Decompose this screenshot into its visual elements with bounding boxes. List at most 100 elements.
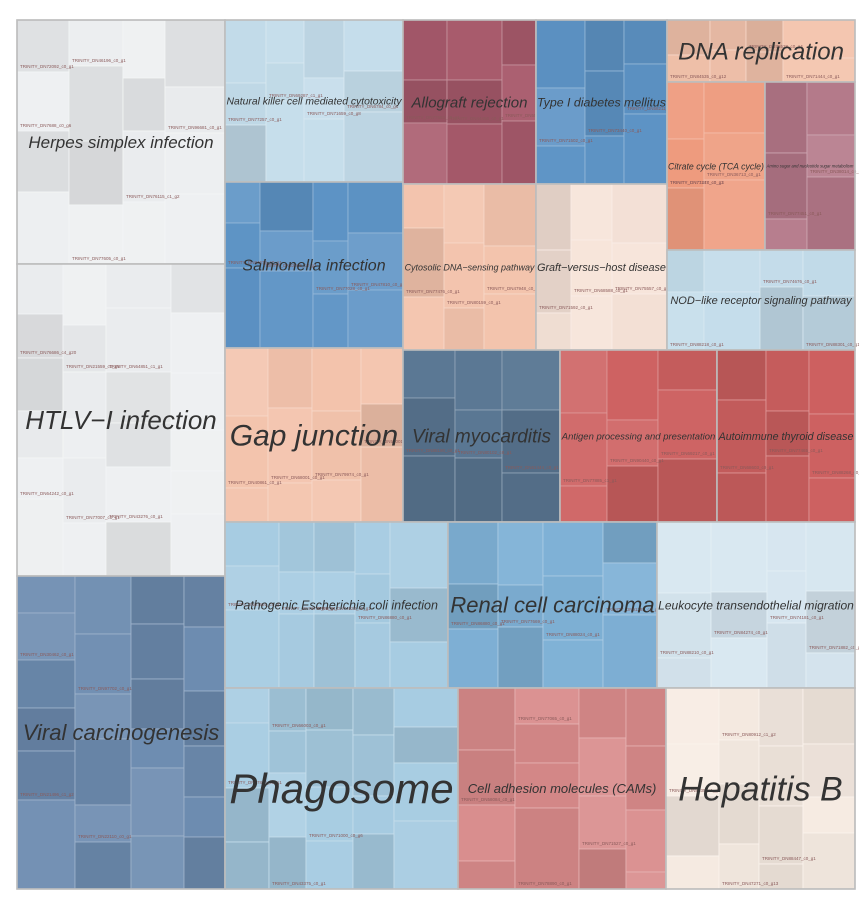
subtile bbox=[393, 820, 459, 890]
subtile-label: TRINITY_DN8635_c1_g1 bbox=[669, 788, 721, 793]
subtile bbox=[105, 263, 172, 309]
subtile bbox=[183, 575, 226, 628]
subtile bbox=[716, 472, 767, 523]
subtile bbox=[259, 230, 314, 272]
subtile bbox=[224, 487, 269, 523]
subtile bbox=[535, 145, 586, 185]
subtile-label: TRINITY_DN77605_c0_g1 bbox=[72, 256, 126, 261]
subtile bbox=[602, 521, 658, 564]
subtile-label: TRINITY_DN69217_c0_g1 bbox=[661, 451, 715, 456]
subtile-label: TRINITY_DN77476_c0_g1 bbox=[406, 289, 460, 294]
subtile-label: TRINITY_DN76115_c1_g2 bbox=[126, 194, 180, 199]
subtile bbox=[443, 183, 485, 244]
subtile bbox=[716, 349, 767, 401]
subtile bbox=[666, 19, 711, 56]
subtile-label: TRINITY_DN77277_c0_g3 bbox=[670, 180, 724, 185]
subtile bbox=[74, 738, 132, 806]
tile-label: Type I diabetes mellitus bbox=[537, 95, 666, 109]
subtile bbox=[710, 521, 768, 593]
subtile bbox=[656, 521, 712, 594]
subtile bbox=[457, 749, 516, 806]
subtile bbox=[312, 181, 349, 242]
subtile bbox=[759, 286, 804, 351]
subtile bbox=[183, 796, 226, 838]
subtile bbox=[501, 19, 537, 66]
subtile-label: TRINITY_DN58084_c0_g1 bbox=[461, 797, 515, 802]
subtile-label: TRINITY_DN58211_c0_g1 bbox=[627, 106, 681, 111]
subtile-label: TRINITY_DN74028_c0_g1 bbox=[317, 606, 371, 611]
subtile bbox=[62, 522, 107, 577]
subtile bbox=[578, 737, 627, 797]
subtile bbox=[805, 521, 856, 592]
subtile-label: TRINITY_DN77257_c0_g1 bbox=[228, 117, 282, 122]
subtile bbox=[710, 637, 768, 689]
subtile bbox=[224, 19, 267, 84]
tile-label: HTLV−I infection bbox=[25, 405, 217, 435]
tile-renal-cell-carcinoma: TRINITY_DN86880_c0_g1TRINITY_DN77669_c0_… bbox=[447, 521, 660, 689]
subtile bbox=[402, 122, 448, 185]
subtile bbox=[224, 267, 261, 349]
tile-autoimmune-thyroid-disease: TRINITY_DN68603_c0_g1 TRINITY_DN77465_c0_… bbox=[716, 349, 859, 523]
subtile bbox=[501, 472, 561, 523]
subtile bbox=[805, 652, 856, 689]
subtile bbox=[447, 583, 499, 630]
subtile-label: TRINITY_DN86880_c0_g1 bbox=[358, 615, 412, 620]
subtile-label: TRINITY_DN77028_c0_g1 bbox=[316, 286, 370, 291]
subtile-label: TRINITY_DN77465_c0_g1 bbox=[769, 448, 823, 453]
tile-label: Renal cell carcinoma bbox=[450, 593, 654, 618]
tile-htlv-i-infection: TRINITY_DN76686_c4_g20 TRINITY_DN64242_c0… bbox=[16, 263, 226, 577]
subtile bbox=[122, 77, 166, 132]
subtile bbox=[130, 767, 185, 837]
subtile bbox=[657, 458, 718, 523]
tile-label: Allograft rejection bbox=[411, 94, 528, 111]
subtile bbox=[611, 293, 668, 351]
subtile bbox=[611, 183, 668, 244]
subtile bbox=[224, 181, 261, 224]
tile-label: Viral myocarditis bbox=[412, 427, 552, 448]
subtile bbox=[802, 796, 856, 834]
tile-label: Cytosolic DNA−sensing pathway bbox=[405, 263, 535, 273]
subtile bbox=[305, 786, 354, 842]
subtile-label: TRINITY_DN84676_c0_g1 bbox=[228, 260, 282, 265]
subtile bbox=[443, 242, 485, 309]
subtile bbox=[802, 743, 856, 798]
subtile bbox=[402, 455, 456, 523]
subtile bbox=[666, 291, 705, 351]
subtile-label: TRINITY_DN79974_c0_g1 bbox=[315, 472, 369, 477]
subtile bbox=[764, 152, 808, 220]
subtile bbox=[305, 840, 354, 890]
subtile-label: TRINITY_DN86880_c0_g1 bbox=[451, 621, 505, 626]
subtile bbox=[130, 623, 185, 680]
subtile bbox=[570, 295, 613, 351]
subtile bbox=[352, 795, 395, 835]
subtile-label: TRINITY_DN74676_c0_g1 bbox=[763, 279, 817, 284]
subtile bbox=[623, 63, 668, 115]
subtile bbox=[16, 498, 64, 577]
subtile bbox=[265, 100, 305, 183]
subtile bbox=[170, 429, 226, 472]
subtile-label: TRINITY_DN7688_c0_g6 bbox=[20, 123, 72, 128]
subtile bbox=[625, 809, 667, 873]
subtile bbox=[703, 81, 766, 134]
tile-label: Phagosome bbox=[229, 765, 453, 812]
subtile bbox=[501, 120, 537, 185]
subtile bbox=[268, 687, 307, 732]
subtile bbox=[457, 860, 516, 890]
subtile bbox=[130, 575, 185, 625]
subtile bbox=[454, 457, 503, 523]
subtile bbox=[501, 409, 561, 474]
subtile bbox=[535, 19, 586, 89]
subtile bbox=[709, 49, 747, 83]
subtile bbox=[447, 628, 499, 689]
subtile bbox=[657, 389, 718, 460]
subtile bbox=[578, 687, 627, 739]
subtile bbox=[278, 613, 315, 689]
subtile bbox=[497, 626, 544, 689]
subtile bbox=[267, 482, 313, 523]
subtile bbox=[570, 183, 613, 241]
subtile-label: TRINITY_DN97702_c0_g1 bbox=[78, 686, 132, 691]
tile-viral-carcinogenesis: TRINITY_DN30462_c0_g1 TRINITY_DN21496_c1_… bbox=[16, 575, 226, 890]
subtile bbox=[259, 181, 314, 232]
subtile-label: TRINITY_DN77065_c0_g1 bbox=[518, 716, 572, 721]
